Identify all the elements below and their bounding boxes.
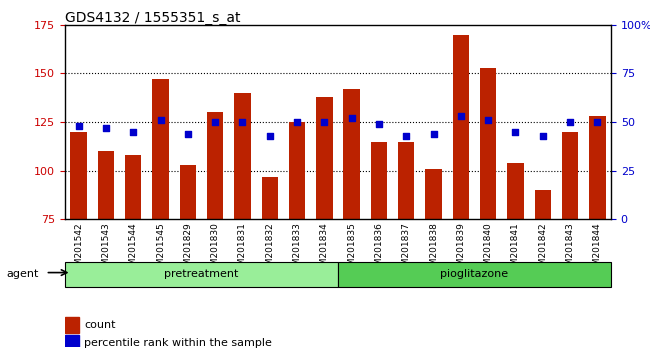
Bar <box>65 317 79 333</box>
Bar <box>398 142 415 219</box>
FancyBboxPatch shape <box>65 262 338 287</box>
Bar <box>534 190 551 219</box>
Text: pioglitazone: pioglitazone <box>441 269 508 279</box>
Bar <box>316 97 333 219</box>
Bar <box>452 34 469 219</box>
Bar <box>425 169 442 219</box>
Bar <box>261 177 278 219</box>
Bar <box>589 116 606 219</box>
Bar <box>370 142 387 219</box>
Point <box>128 129 138 135</box>
Bar <box>125 155 142 219</box>
Point <box>592 119 603 125</box>
Point <box>319 119 330 125</box>
Bar <box>343 89 360 219</box>
Text: count: count <box>84 320 116 330</box>
Bar <box>179 165 196 219</box>
Point <box>237 119 248 125</box>
Point <box>265 133 275 138</box>
Text: percentile rank within the sample: percentile rank within the sample <box>84 338 272 348</box>
Point <box>346 115 357 121</box>
Bar <box>65 335 79 350</box>
Point <box>292 119 302 125</box>
FancyBboxPatch shape <box>338 262 611 287</box>
Bar <box>70 132 87 219</box>
Text: agent: agent <box>6 269 39 279</box>
Bar <box>480 68 497 219</box>
Point <box>483 117 493 123</box>
Bar <box>234 93 251 219</box>
Point <box>210 119 220 125</box>
Point <box>538 133 548 138</box>
Point <box>155 117 166 123</box>
Bar <box>98 151 114 219</box>
Text: pretreatment: pretreatment <box>164 269 239 279</box>
Bar <box>562 132 578 219</box>
Point <box>374 121 384 127</box>
Point <box>428 131 439 137</box>
Bar <box>289 122 306 219</box>
Text: GDS4132 / 1555351_s_at: GDS4132 / 1555351_s_at <box>65 11 240 25</box>
Point <box>101 125 111 131</box>
Point <box>510 129 521 135</box>
Point <box>73 123 84 129</box>
Bar <box>152 79 169 219</box>
Bar <box>207 112 224 219</box>
Bar <box>507 163 524 219</box>
Point <box>565 119 575 125</box>
Point <box>183 131 193 137</box>
Point <box>456 113 466 119</box>
Point <box>401 133 411 138</box>
